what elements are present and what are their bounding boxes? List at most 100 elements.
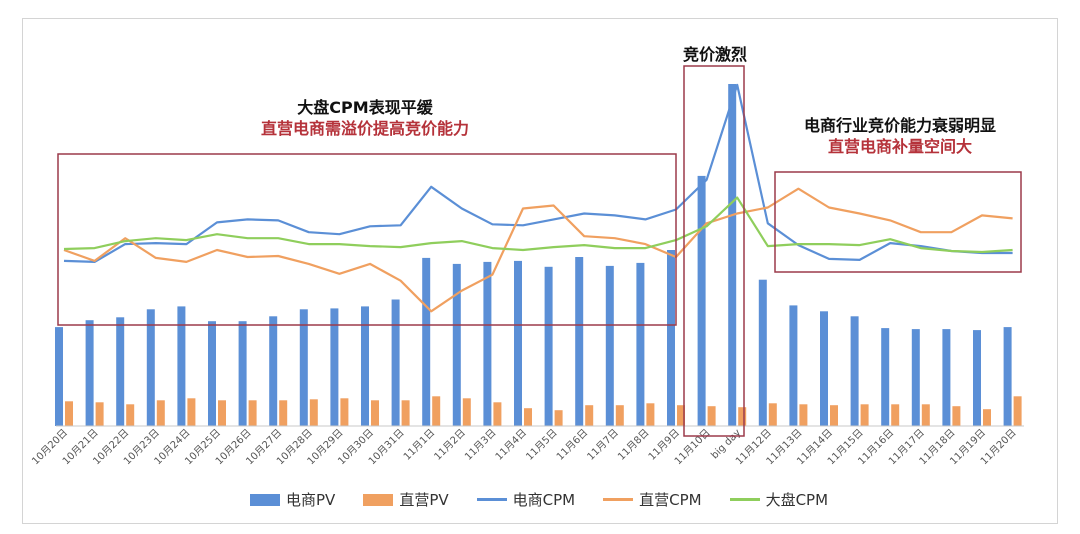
ecom-pv-bar	[361, 306, 369, 426]
ecom-pv-bar	[911, 329, 920, 426]
legend-swatch	[603, 498, 634, 501]
direct-pv-bar	[218, 400, 226, 426]
annotation-left-title: 大盘CPM表现平缓	[297, 98, 433, 117]
legend-label: 电商PV	[286, 491, 336, 509]
direct-pv-bar	[432, 396, 441, 426]
ecom-pv-bar	[391, 299, 400, 426]
bar-layer	[55, 84, 1022, 426]
ecom-pv-bar	[146, 309, 155, 426]
direct-pv-bar	[646, 403, 655, 426]
legend-item: 电商CPM	[476, 489, 576, 510]
ecom-pv-bar	[942, 329, 951, 426]
direct-pv-bar	[707, 406, 716, 426]
ecom-pv-bar	[758, 279, 767, 426]
x-tick-label: 11月2日	[432, 427, 468, 463]
direct-pv-bar	[524, 408, 532, 426]
box-left	[57, 153, 677, 326]
ecom-pv-bar	[728, 84, 737, 426]
ecom-pv-bar	[208, 321, 216, 426]
direct-pv-bar	[677, 405, 685, 426]
direct-pv-bar	[493, 402, 502, 426]
direct-pv-bar	[1013, 396, 1022, 426]
direct-pv-bar	[95, 402, 104, 426]
x-tick-labels: 10月20日10月21日10月22日10月23日10月24日10月25日10月2…	[29, 427, 1018, 468]
ecom-pv-bar	[575, 257, 584, 426]
direct-pv-bar	[952, 406, 961, 426]
direct-pv-bar	[309, 399, 318, 426]
ecom-pv-bar	[789, 305, 798, 426]
direct-cpm-line	[63, 187, 1013, 313]
ecom-pv-bar	[636, 262, 645, 426]
legend-item: 大盘CPM	[729, 489, 829, 510]
ecom-pv-bar	[850, 316, 859, 426]
direct-pv-bar	[462, 398, 471, 426]
chart-legend: 电商PV 直营PV 电商CPM 直营CPM 大盘CPM	[250, 489, 828, 510]
ecom-pv-bar	[299, 309, 308, 426]
box-mid	[683, 65, 745, 437]
direct-pv-bar	[248, 400, 257, 426]
direct-pv-bar	[187, 398, 196, 426]
direct-pv-bar	[738, 407, 747, 426]
ecom-pv-bar	[452, 263, 461, 426]
market-cpm-line	[63, 196, 1013, 254]
annotation-right-sub: 直营电商补量空间大	[827, 137, 972, 156]
x-tick-label: 11月7日	[585, 427, 621, 463]
ecom-pv-bar	[605, 265, 614, 426]
ecom-pv-bar	[483, 261, 492, 426]
legend-swatch	[476, 498, 507, 501]
direct-pv-bar	[799, 404, 808, 426]
x-tick-label: 11月6日	[554, 427, 590, 463]
direct-pv-bar	[860, 404, 869, 426]
ecom-pv-bar	[973, 330, 981, 426]
direct-pv-bar	[554, 410, 563, 426]
ecom-pv-bar	[330, 308, 339, 426]
ecom-pv-bar	[177, 306, 186, 426]
ecom-pv-bar	[820, 311, 828, 426]
x-tick-label: 11月4日	[493, 427, 529, 463]
chart-frame	[22, 18, 1058, 524]
ecom-pv-bar	[269, 316, 278, 426]
direct-pv-bar	[983, 409, 991, 426]
direct-pv-bar	[371, 400, 379, 426]
ecom-pv-bar	[55, 327, 63, 426]
ecom-pv-bar	[85, 320, 94, 426]
legend-item: 直营CPM	[603, 489, 702, 510]
line-layer	[63, 83, 1013, 313]
direct-pv-bar	[830, 405, 838, 426]
legend-label: 直营CPM	[639, 491, 702, 509]
direct-pv-bar	[768, 403, 777, 426]
x-tick-label: 11月5日	[524, 427, 560, 463]
legend-item: 直营PV	[363, 489, 449, 510]
ecom-pv-bar	[422, 257, 431, 426]
ecom-pv-bar	[116, 317, 125, 426]
annotation-left-sub: 直营电商需溢价提高竞价能力	[260, 119, 469, 138]
ecom-pv-bar	[667, 250, 675, 426]
legend-swatch	[250, 493, 280, 506]
box-right	[774, 171, 1022, 273]
direct-pv-bar	[921, 404, 930, 426]
ecom-pv-bar	[514, 260, 522, 426]
legend-label: 电商CPM	[512, 491, 576, 509]
direct-pv-bar	[585, 405, 594, 426]
direct-pv-bar	[279, 400, 288, 426]
x-tick-label: 11月1日	[401, 427, 437, 463]
x-tick-label: 11月3日	[462, 427, 498, 463]
ecom-pv-bar	[881, 328, 890, 426]
direct-pv-bar	[615, 405, 624, 426]
legend-item: 电商PV	[250, 489, 335, 510]
x-tick-label: 11月8日	[615, 427, 651, 463]
legend-label: 直营PV	[399, 491, 449, 509]
ecom-cpm-line	[63, 83, 1013, 263]
annotation-mid-title: 竞价激烈	[682, 45, 747, 64]
ecom-pv-bar	[238, 321, 247, 426]
direct-pv-bar	[126, 404, 135, 426]
legend-swatch	[363, 493, 394, 506]
direct-pv-bar	[340, 398, 349, 426]
direct-pv-bar	[156, 400, 165, 426]
legend-label: 大盘CPM	[765, 491, 829, 509]
annotation-right-title: 电商行业竞价能力衰弱明显	[803, 116, 996, 135]
ecom-pv-bar	[697, 175, 706, 426]
direct-pv-bar	[65, 401, 73, 426]
ecom-pv-bar	[1003, 327, 1012, 426]
